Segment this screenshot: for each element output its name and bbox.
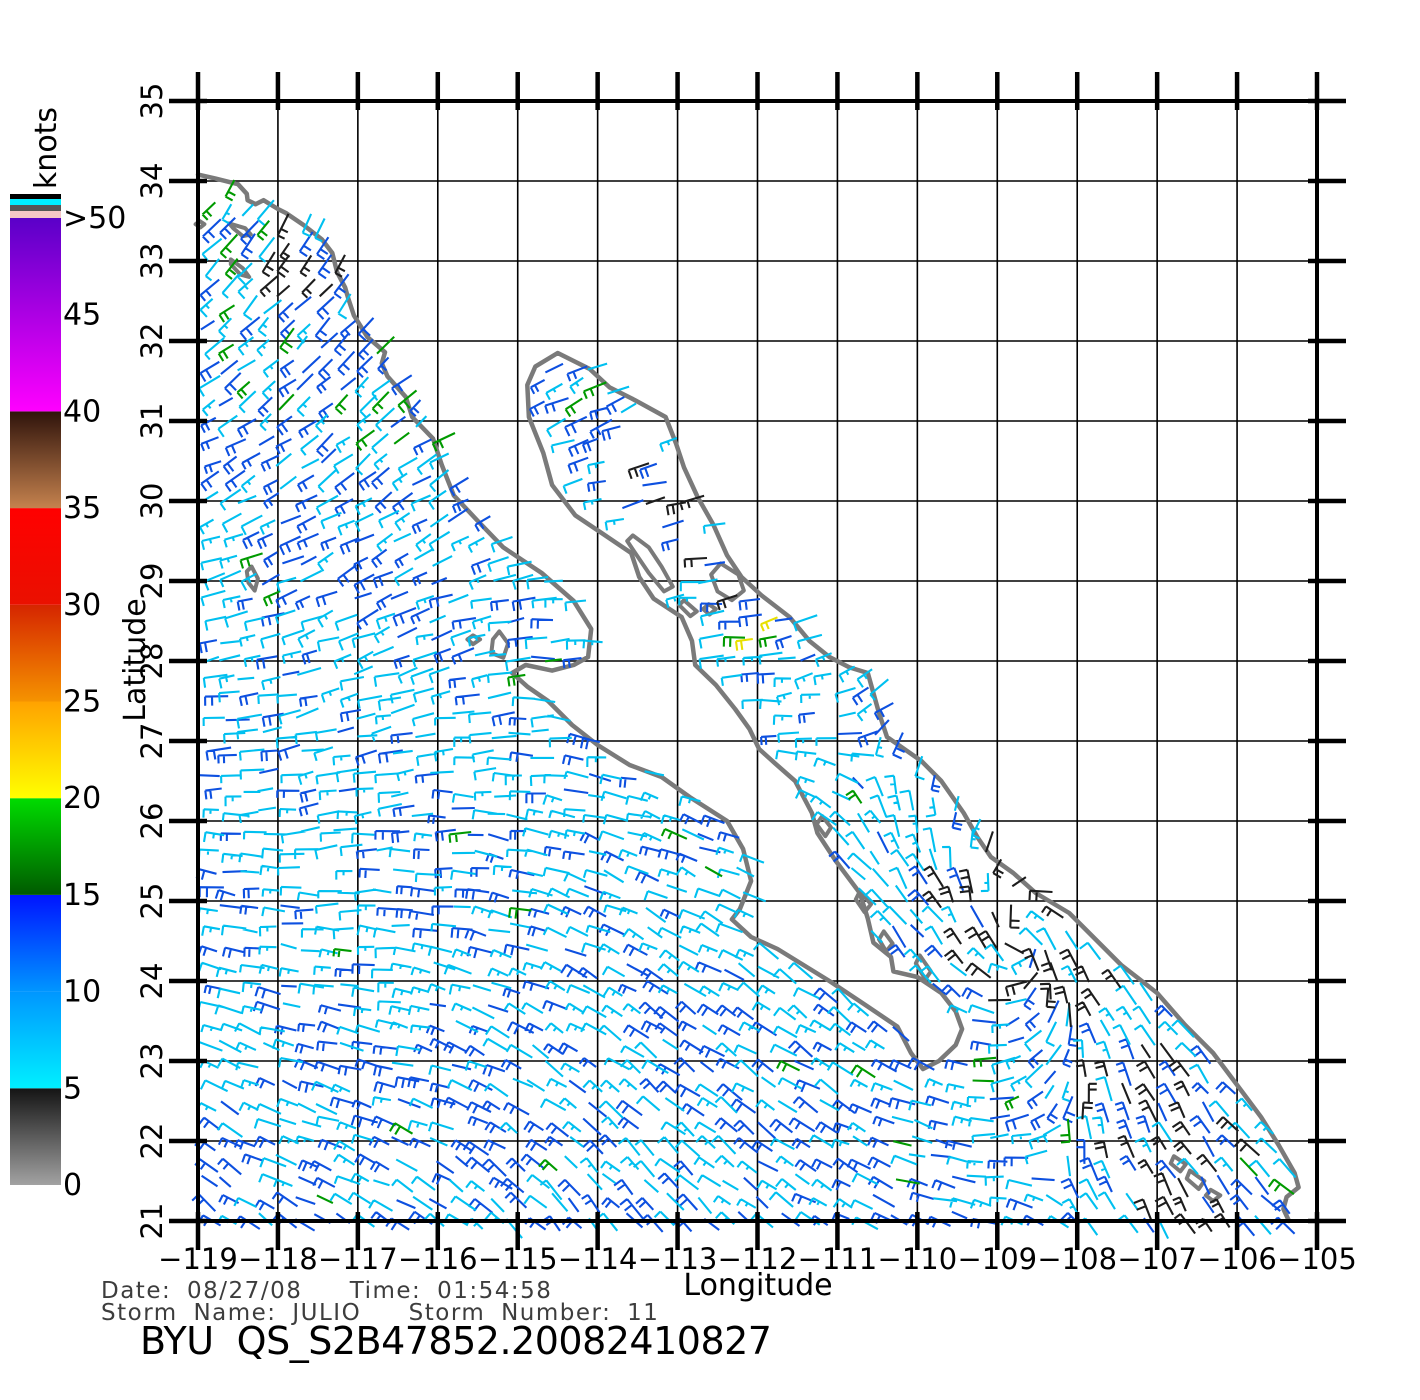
x-tick-label: −107	[1117, 1242, 1197, 1276]
colorbar-segment	[10, 894, 61, 992]
y-tick-label: 24	[135, 963, 169, 1000]
coastline-island	[814, 814, 833, 839]
coastline-island	[228, 257, 252, 279]
tick-labels: −119 −118 −117 −116 −115 −114 −113 −112 −111 −110…	[135, 83, 1357, 1276]
y-tick-label: 34	[135, 163, 169, 200]
y-tick-label: 28	[135, 643, 169, 680]
y-tick-label: 32	[135, 323, 169, 360]
coastline-island	[625, 533, 675, 594]
colorbar-tick-label: 30	[63, 588, 101, 623]
colorbar-segment	[10, 991, 61, 1089]
colorbar-tick-label: 0	[63, 1168, 82, 1203]
colorbar-top-stripe	[10, 211, 61, 218]
colorbar-top-stripe	[10, 205, 61, 211]
colorbar: >50 45 40 35 30 25 20 15 10 5 0	[10, 194, 126, 1203]
colorbar-units-label: knots	[29, 106, 64, 190]
y-tick-label: 31	[135, 403, 169, 440]
x-tick-label: −113	[638, 1242, 718, 1276]
wind-barbs-speed	[734, 616, 778, 651]
coastline-island	[853, 889, 873, 915]
colorbar-tick-label: >50	[63, 201, 126, 236]
colorbar-tick-label: 20	[63, 781, 101, 816]
coastline-mainland	[195, 172, 1301, 1224]
x-tick-label: −108	[1037, 1242, 1117, 1276]
storm-annotation: Storm Name: JULIO Storm Number: 11	[101, 1300, 660, 1326]
x-tick-label: −109	[957, 1242, 1037, 1276]
colorbar-top-stripe	[10, 194, 61, 199]
colorbar-tick-label: 15	[63, 878, 101, 913]
colorbar-segment	[10, 411, 61, 509]
wind-barbs-rain-flag	[259, 213, 1261, 1235]
colorbar-tick-label: 25	[63, 685, 101, 720]
y-tick-label: 26	[135, 803, 169, 840]
wind-barbs-speed	[201, 179, 1295, 1205]
colorbar-segment	[10, 604, 61, 702]
coastline-island	[244, 564, 260, 593]
y-tick-label: 22	[135, 1123, 169, 1160]
x-tick-label: −112	[718, 1242, 798, 1276]
coastline-island	[677, 598, 699, 619]
coastline	[193, 172, 1301, 1224]
colorbar-segment	[10, 218, 61, 412]
y-tick-label: 25	[135, 883, 169, 920]
y-axis-label: Latitude	[118, 598, 153, 722]
x-tick-label: −116	[398, 1242, 478, 1276]
colorbar-tick-label: 35	[63, 491, 101, 526]
colorbar-tick-label: 10	[63, 975, 101, 1010]
date-time-annotation: Date: 08/27/08 Time: 01:54:58	[101, 1278, 553, 1304]
wind-barbs	[191, 179, 1297, 1240]
colorbar-tick-label: 40	[63, 394, 101, 429]
x-tick-label: −106	[1197, 1242, 1277, 1276]
x-tick-label: −110	[878, 1242, 958, 1276]
x-tick-label: −117	[318, 1242, 398, 1276]
x-tick-label: −111	[798, 1242, 878, 1276]
colorbar-segment	[10, 701, 61, 799]
colorbar-segment	[10, 1088, 61, 1185]
y-tick-label: 29	[135, 563, 169, 600]
x-tick-label: −114	[558, 1242, 638, 1276]
y-tick-label: 21	[135, 1203, 169, 1240]
axes-frame	[169, 72, 1346, 1250]
x-tick-label: −118	[238, 1242, 318, 1276]
coastline-island	[709, 561, 746, 603]
plot-title: BYU QS_S2B47852.20082410827	[140, 1319, 772, 1363]
coastline-island	[877, 929, 895, 954]
x-tick-label: −105	[1277, 1242, 1357, 1276]
colorbar-segment	[10, 508, 61, 605]
x-tick-label: −115	[478, 1242, 558, 1276]
y-tick-label: 23	[135, 1043, 169, 1080]
coastline-island	[1184, 1168, 1207, 1191]
grid-lines	[197, 100, 1318, 1222]
colorbar-segment	[10, 798, 61, 895]
y-tick-label: 27	[135, 723, 169, 760]
y-tick-label: 30	[135, 483, 169, 520]
colorbar-top-stripe	[10, 199, 61, 205]
colorbar-tick-label: 45	[63, 298, 101, 333]
x-axis-label: Longitude	[683, 1268, 833, 1303]
colorbar-tick-label: 5	[63, 1071, 82, 1106]
x-tick-label: −119	[158, 1242, 238, 1276]
y-tick-label: 35	[135, 83, 169, 120]
y-tick-label: 33	[135, 243, 169, 280]
